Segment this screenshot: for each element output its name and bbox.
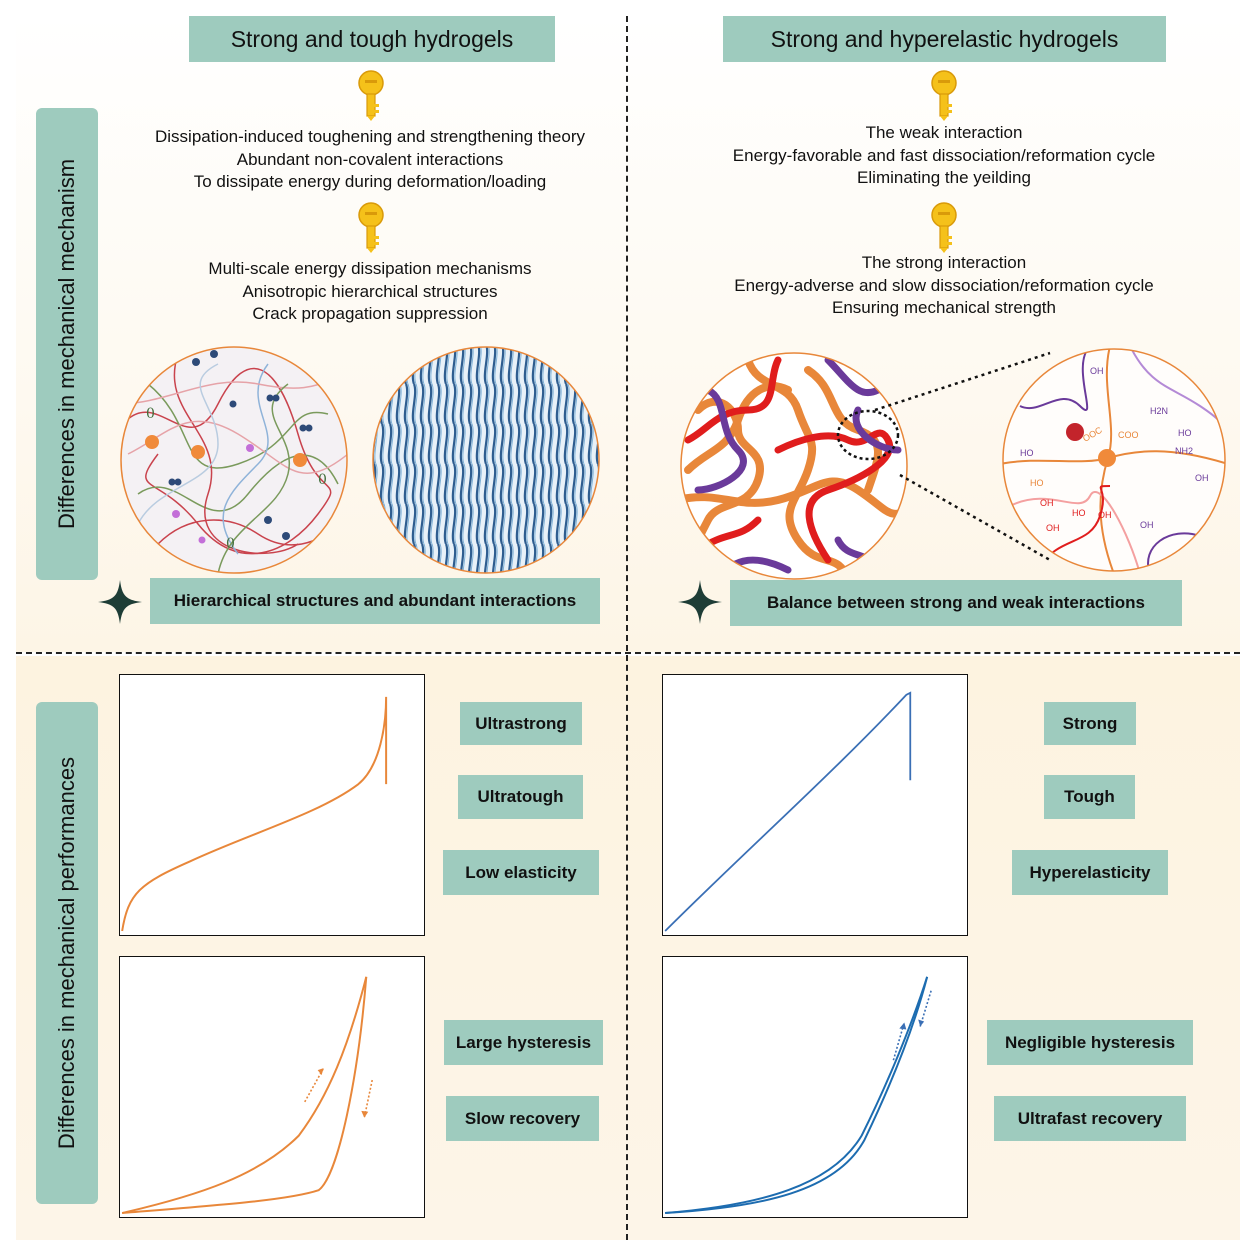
- hydroxyl-label: OH: [1098, 510, 1112, 520]
- tensile-curve-plot: [119, 674, 425, 936]
- tag-strong: Strong: [1044, 702, 1136, 745]
- sparkle-icon: [98, 580, 142, 624]
- text-line: Energy-favorable and fast dissociation/r…: [732, 145, 1156, 165]
- right-mechanism-text-2: The strong interaction Energy-adverse an…: [680, 252, 1208, 320]
- mechanism-side-label: Differences in mechanical mechanism: [54, 158, 79, 530]
- text-line: Crack propagation suppression: [252, 304, 488, 323]
- hydroxyl-label: OH: [1140, 520, 1154, 530]
- hydroxyl-label: HO: [1030, 478, 1044, 488]
- tag-negligible-hysteresis: Negligible hysteresis: [987, 1020, 1193, 1065]
- amine-label: NH2: [1175, 446, 1193, 456]
- key-icon: [931, 202, 957, 253]
- tag-large-hysteresis: Large hysteresis: [444, 1020, 603, 1065]
- chain-network-circle: [680, 352, 908, 580]
- hydroxyl-label: OH: [1040, 498, 1054, 508]
- hydroxyl-label: HO: [1178, 428, 1192, 438]
- svg-text:0: 0: [318, 472, 327, 488]
- tag-tough: Tough: [1044, 775, 1135, 819]
- tensile-curve-plot: [662, 674, 968, 936]
- tag-ultrastrong: Ultrastrong: [460, 702, 582, 745]
- right-title: Strong and hyperelastic hydrogels: [723, 16, 1166, 62]
- text-line: Multi-scale energy dissipation mechanism…: [208, 259, 532, 278]
- zoom-lines: [874, 351, 1051, 562]
- anisotropic-circle: [372, 346, 600, 574]
- text-line: Dissipation-induced toughening and stren…: [154, 127, 586, 146]
- right-summary: Balance between strong and weak interact…: [730, 580, 1182, 626]
- left-mechanism-text-1: Dissipation-induced toughening and stren…: [120, 126, 620, 194]
- tag-hyperelasticity: Hyperelasticity: [1012, 850, 1168, 895]
- zoom-interaction-circle: OOC COO H2N NH2 HO HO OH OH HO OH OH OH …: [1002, 348, 1226, 572]
- sparkle-icon: [678, 580, 722, 624]
- text-line: Eliminating the yeilding: [857, 168, 1031, 187]
- cyclic-curve-plot: [662, 956, 968, 1218]
- key-icon: [931, 70, 957, 121]
- carboxyl-label: COO: [1118, 430, 1139, 440]
- hydroxyl-label: OH: [1046, 523, 1060, 533]
- text-line: The weak interaction: [865, 123, 1023, 142]
- text-line: Ensuring mechanical strength: [832, 298, 1056, 317]
- left-summary: Hierarchical structures and abundant int…: [150, 578, 600, 624]
- mechanism-side-band: Differences in mechanical mechanism: [36, 108, 98, 580]
- cyclic-curve-plot: [119, 956, 425, 1218]
- hydroxyl-label: OH: [1090, 366, 1104, 376]
- text-line: Energy-adverse and slow dissociation/ref…: [734, 275, 1154, 295]
- tag-ultratough: Ultratough: [458, 775, 583, 819]
- text-line: Abundant non-covalent interactions: [236, 149, 504, 169]
- horizontal-divider: [16, 652, 1240, 654]
- tag-slow-recovery: Slow recovery: [446, 1096, 599, 1141]
- key-icon: [358, 70, 384, 121]
- text-line: To dissipate energy during deformation/l…: [193, 172, 547, 191]
- svg-text:0: 0: [146, 406, 155, 422]
- text-line: Anisotropic hierarchical structures: [242, 281, 498, 301]
- left-title: Strong and tough hydrogels: [189, 16, 555, 62]
- hydroxyl-label: HO: [1072, 508, 1086, 518]
- performance-side-label: Differences in mechanical performances: [54, 756, 79, 1150]
- hydroxyl-label: HO: [1020, 448, 1034, 458]
- text-line: The strong interaction: [861, 253, 1027, 272]
- vertical-divider: [626, 16, 628, 1240]
- hydroxyl-label: OH: [1195, 473, 1209, 483]
- right-mechanism-text-1: The weak interaction Energy-favorable an…: [680, 122, 1208, 190]
- tag-ultrafast-recovery: Ultrafast recovery: [994, 1096, 1186, 1141]
- network-circle: 0 0 0: [120, 346, 348, 574]
- performance-side-band: Differences in mechanical performances: [36, 702, 98, 1204]
- amine-label: H2N: [1150, 406, 1168, 416]
- tag-low-elasticity: Low elasticity: [443, 850, 599, 895]
- left-mechanism-text-2: Multi-scale energy dissipation mechanism…: [120, 258, 620, 326]
- key-icon: [358, 202, 384, 253]
- svg-text:0: 0: [226, 536, 235, 552]
